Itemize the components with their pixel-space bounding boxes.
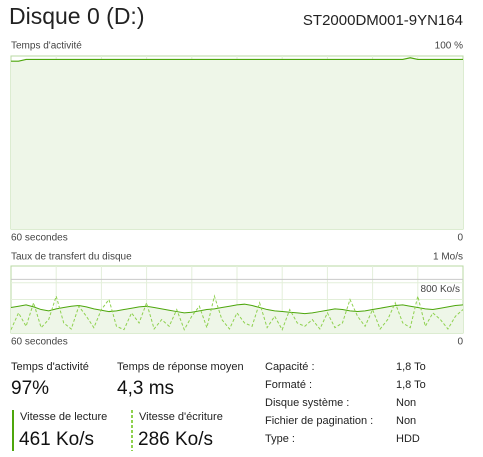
x-end: 0: [457, 233, 463, 244]
stat-value: 461 Ko/s: [19, 429, 94, 450]
stat-value: 4,3 ms: [117, 378, 174, 399]
property-label: Fichier de pagination :: [265, 415, 373, 427]
property-label: Type :: [265, 433, 295, 445]
stat-label: Vitesse d'écriture: [139, 411, 223, 423]
stat-label: Temps de réponse moyen: [117, 361, 244, 373]
model: ST2000DM001-9YN164: [303, 12, 463, 29]
chart-max: 100 %: [435, 41, 463, 52]
property-value: Non: [396, 397, 416, 409]
stat-label: Temps d'activité: [11, 361, 89, 373]
x-label: 60 secondes: [11, 233, 68, 244]
stat-value: 97%: [11, 378, 49, 399]
x-label: 60 secondes: [11, 337, 68, 348]
property-value: Non: [396, 415, 416, 427]
line: [10, 303, 464, 315]
property-value: HDD: [396, 433, 420, 445]
stat-value: 286 Ko/s: [138, 429, 213, 450]
line: [10, 294, 464, 331]
property-label: Formaté :: [265, 379, 312, 391]
stat-label: Vitesse de lecture: [20, 411, 107, 423]
property-value: 1,8 To: [396, 361, 426, 373]
line: [11, 57, 463, 62]
title: Disque 0 (D:): [9, 3, 144, 29]
property-label: Capacité :: [265, 361, 315, 373]
x-end: 0: [457, 337, 463, 348]
area: [11, 304, 463, 333]
property-label: Disque système :: [265, 397, 349, 409]
properties: Capacité : 1,8 To Formaté : 1,8 To Disque sy…: [265, 361, 426, 445]
property-value: 1,8 To: [396, 379, 426, 391]
area: [11, 57, 463, 230]
chart-label: Taux de transfert du disque: [11, 252, 132, 263]
scale-marker-label: 800 Ko/s: [421, 284, 460, 295]
chart-label: Temps d'activité: [11, 41, 82, 52]
chart-max: 1 Mo/s: [433, 252, 463, 263]
